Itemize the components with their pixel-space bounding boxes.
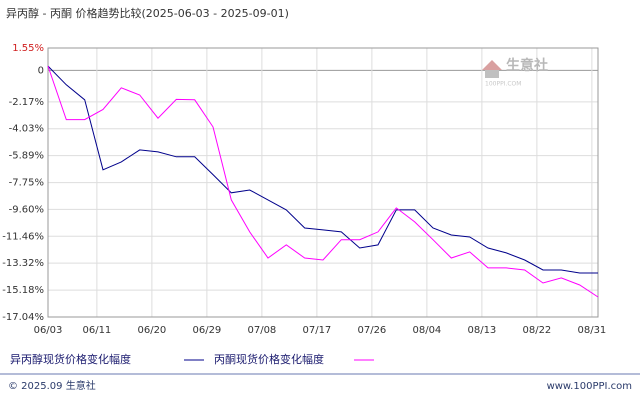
watermark-logo xyxy=(482,60,502,70)
y-tick-label: -7.75% xyxy=(9,178,44,189)
y-tick-label: -4.03% xyxy=(9,124,44,135)
y-tick-label: -9.60% xyxy=(9,204,44,215)
x-tick-label: 06/29 xyxy=(192,325,221,336)
x-tick-label: 06/03 xyxy=(34,325,63,336)
y-tick-label: -11.46% xyxy=(2,231,44,242)
watermark-logo xyxy=(485,70,499,78)
footer-left: © 2025.09 生意社 xyxy=(8,379,96,392)
x-tick-label: 06/20 xyxy=(137,325,166,336)
y-tick-label: -2.17% xyxy=(9,97,44,108)
x-tick-label: 07/17 xyxy=(302,325,331,336)
series-line xyxy=(47,65,599,298)
x-tick-label: 08/22 xyxy=(522,325,551,336)
chart-title: 异丙醇 - 丙酮 价格趋势比较(2025-06-03 - 2025-09-01) xyxy=(6,6,289,20)
x-tick-label: 08/31 xyxy=(577,325,606,336)
x-tick-label: 07/26 xyxy=(357,325,386,336)
legend-label: 异丙醇现货价格变化幅度 xyxy=(10,352,131,366)
footer-right: www.100PPI.com xyxy=(547,381,632,392)
x-tick-label: 07/08 xyxy=(247,325,276,336)
watermark-subtext: 100PPI.COM xyxy=(485,81,521,88)
watermark: 生意社 100PPI.COM xyxy=(482,57,548,88)
x-tick-label: 06/11 xyxy=(82,325,111,336)
x-tick-label: 08/13 xyxy=(467,325,496,336)
y-tick-label: 1.55% xyxy=(12,43,44,54)
y-tick-label: -15.18% xyxy=(2,285,44,296)
x-tick-label: 08/04 xyxy=(412,325,441,336)
y-tick-label: -17.04% xyxy=(2,312,44,323)
plot-frame xyxy=(47,47,599,318)
watermark-text: 生意社 xyxy=(506,57,548,74)
y-tick-label: -5.89% xyxy=(9,151,44,162)
series-line xyxy=(47,65,598,274)
legend-label: 丙酮现货价格变化幅度 xyxy=(214,352,324,366)
y-tick-label: -13.32% xyxy=(2,258,44,269)
y-tick-label: 0 xyxy=(38,65,44,76)
